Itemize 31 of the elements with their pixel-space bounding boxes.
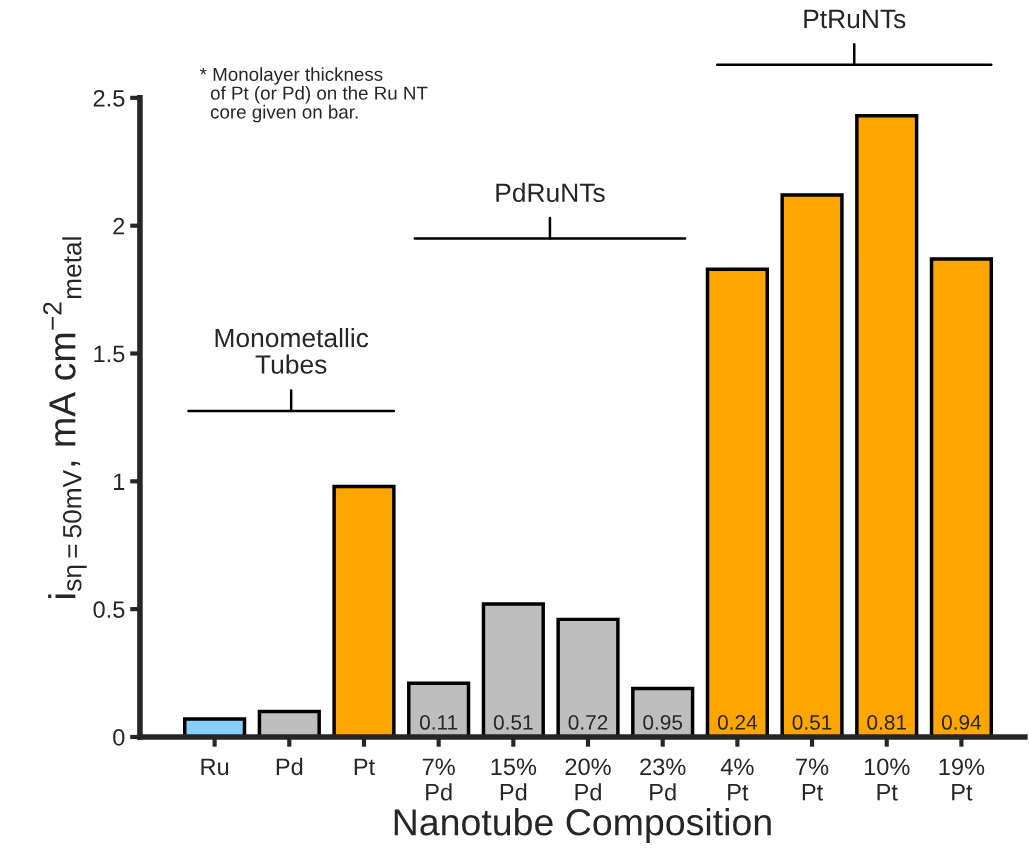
x-tick-label: 15% Pd [491, 758, 537, 801]
y-tick-label: 1.5 [94, 345, 125, 363]
annotation: 0.24 [717, 715, 758, 730]
text: PtRuNTs [804, 9, 906, 29]
annotation: 0.95 [643, 715, 683, 730]
x-axis-title: Nanotube Composition [394, 808, 771, 843]
annotation: * Monolayer thickness of Pt (or Pd) on the Ru NT core given on bar. [199, 67, 428, 123]
x-tick-label: 20% Pd [565, 758, 611, 801]
x-tick-label: 7% Pt [796, 758, 829, 801]
x-tick-label: Ru [201, 758, 229, 776]
annotation: 0.81 [867, 715, 906, 730]
annotation: Monometallic Tubes [215, 327, 369, 374]
y-tick-label: 2 [113, 217, 125, 235]
annotation: 0.72 [568, 715, 608, 730]
y-axis-title: i$_{sη=50mV}$, mA cm$^{−2}$$_{metal}$ [43, 237, 87, 598]
annotation: 0.51 [493, 715, 533, 730]
y-tick-label: 2.5 [93, 89, 125, 107]
x-tick-label: Pd [276, 757, 303, 776]
annotation: PdRuNTs [496, 182, 605, 203]
x-tick-label: 4% Pt [720, 758, 754, 801]
x-tick-label: 23% Pd [640, 758, 686, 801]
x-tick-label: 7% Pd [422, 758, 455, 801]
x-tick-label: 19% Pt [939, 758, 985, 801]
x-tick-label: 10% Pt [864, 758, 910, 801]
y-tick-label: 0.5 [93, 601, 125, 618]
x-tick-label: Pt [354, 758, 375, 776]
annotation: 0.11 [419, 715, 458, 730]
annotation: 0.94 [941, 715, 982, 730]
annotation: 0.51 [792, 715, 832, 730]
y-tick-label: 0 [113, 729, 125, 746]
y-tick-label: 1 [114, 473, 125, 490]
